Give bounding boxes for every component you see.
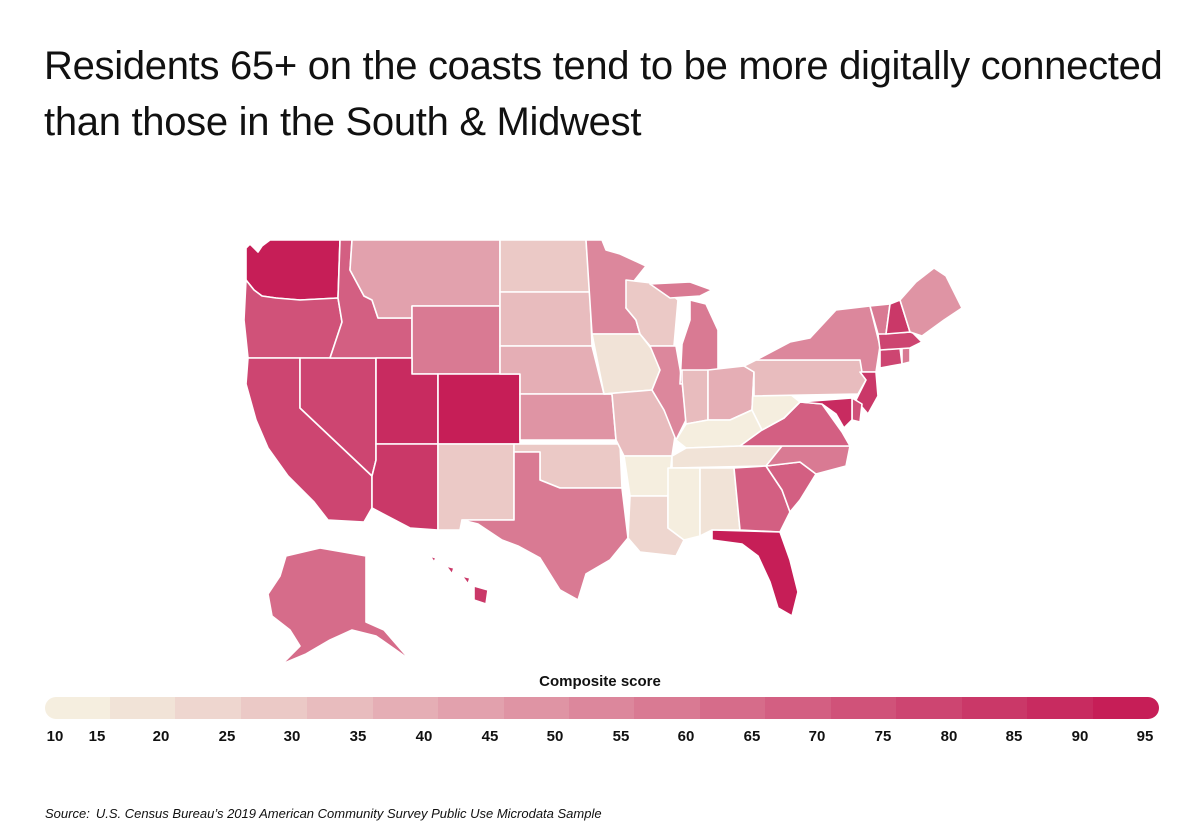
state-CO	[437, 373, 521, 445]
legend-bin	[569, 697, 634, 719]
state-SD	[499, 291, 593, 347]
state-AZ	[371, 443, 439, 531]
legend-tick-label: 90	[1071, 728, 1089, 745]
state-ME	[899, 267, 963, 337]
chart-title: Residents 65+ on the coasts tend to be m…	[44, 44, 1163, 144]
legend-tick-label: 60	[677, 728, 695, 745]
state-MS	[667, 467, 701, 541]
legend-bin	[831, 697, 896, 719]
legend-tick-label: 75	[874, 728, 892, 745]
state-AK	[267, 547, 411, 665]
legend-bin	[962, 697, 1027, 719]
us-choropleth-map	[243, 239, 963, 665]
legend-bin	[700, 697, 765, 719]
state-NM	[437, 443, 515, 531]
legend-tick-label: 80	[940, 728, 958, 745]
state-WA	[245, 239, 341, 301]
state-TN	[671, 445, 783, 469]
legend-title: Composite score	[539, 673, 661, 690]
legend-bin	[504, 697, 569, 719]
legend-tick-label: 70	[808, 728, 826, 745]
legend-bin	[896, 697, 962, 719]
legend-bin	[45, 697, 110, 719]
legend-tick-label: 65	[743, 728, 761, 745]
state-MD	[799, 397, 853, 429]
state-KS	[519, 393, 617, 441]
state-AL	[699, 467, 741, 537]
legend-tick-label: 15	[88, 728, 106, 745]
legend-bin	[241, 697, 307, 719]
legend-tick-label: 95	[1136, 728, 1154, 745]
legend-bin	[438, 697, 504, 719]
state-AR	[623, 455, 673, 497]
legend-bin	[1093, 697, 1159, 719]
state-FL	[711, 529, 799, 617]
legend-tick-label: 25	[218, 728, 236, 745]
source-text: U.S. Census Bureau’s 2019 American Commu…	[95, 806, 602, 821]
legend-bin	[307, 697, 373, 719]
state-RI	[901, 347, 911, 365]
legend-tick-label: 30	[283, 728, 301, 745]
legend-tick-label: 35	[349, 728, 367, 745]
state-CT	[879, 347, 903, 369]
legend-ticks: 10 15 20 25 30 35 40 45 50 55 60 65 70 75 80 85 90 95	[0, 728, 1200, 748]
legend-bin	[373, 697, 438, 719]
legend-tick-label: 20	[152, 728, 170, 745]
state-HI	[429, 555, 489, 605]
state-WY	[411, 305, 501, 375]
legend-tick-label: 40	[415, 728, 433, 745]
legend-tick-label: 10	[46, 728, 64, 745]
state-IN	[681, 369, 709, 425]
legend-tick-label: 55	[612, 728, 630, 745]
state-ND	[499, 239, 591, 293]
legend-bin	[110, 697, 175, 719]
legend-tick-label: 50	[546, 728, 564, 745]
legend-bin	[765, 697, 831, 719]
state-TX	[461, 451, 629, 601]
legend-bin	[175, 697, 241, 719]
state-PA	[743, 359, 867, 397]
source-note: Source: U.S. Census Bureau’s 2019 America…	[45, 806, 602, 821]
legend-tick-label: 45	[481, 728, 499, 745]
legend-bin	[1027, 697, 1093, 719]
legend-tick-label: 85	[1005, 728, 1023, 745]
source-label: Source:	[45, 806, 90, 821]
legend-color-scale	[45, 697, 1159, 719]
legend-bin	[634, 697, 700, 719]
